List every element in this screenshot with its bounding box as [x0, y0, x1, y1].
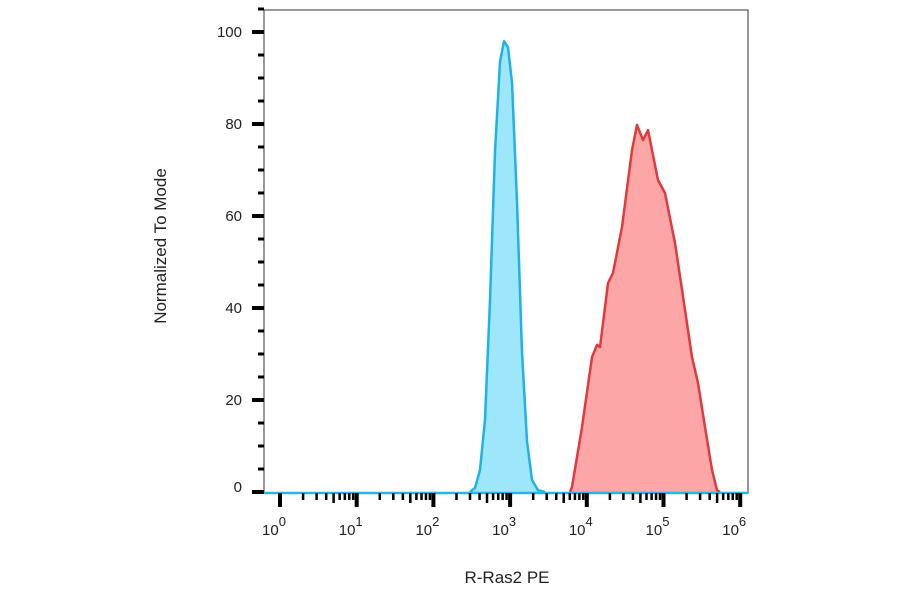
histogram-fill-2 — [570, 124, 720, 493]
x-tick-label: 100 — [262, 514, 286, 539]
x-tick-label: 103 — [492, 514, 516, 539]
y-tick-label: 20 — [225, 392, 242, 409]
histogram-line-1 — [469, 39, 546, 494]
x-tick-label: 104 — [569, 514, 593, 539]
x-tick-label: 101 — [339, 514, 363, 539]
x-tick-exponent: 4 — [586, 514, 593, 529]
x-tick-base: 10 — [569, 522, 586, 539]
histogram-fill-1 — [470, 41, 545, 492]
x-tick-base: 10 — [646, 522, 663, 539]
x-tick-exponent: 6 — [739, 514, 746, 529]
x-axis-title: R-Ras2 PE — [464, 568, 549, 587]
x-tick-exponent: 3 — [509, 514, 516, 529]
x-tick-label: 105 — [646, 514, 670, 539]
x-tick-exponent: 1 — [355, 514, 362, 529]
y-tick-label: 0 — [234, 479, 242, 496]
x-tick-base: 10 — [415, 522, 432, 539]
x-tick-exponent: 2 — [432, 514, 439, 529]
x-tick-label: 102 — [415, 514, 439, 539]
x-tick-base: 10 — [262, 522, 279, 539]
x-tick-base: 10 — [492, 522, 509, 539]
y-tick-label: 60 — [225, 208, 242, 225]
x-tick-exponent: 5 — [662, 514, 669, 529]
y-tick-label: 100 — [217, 24, 242, 41]
x-tick-base: 10 — [722, 522, 739, 539]
histogram-line-2 — [568, 123, 721, 494]
x-tick-exponent: 0 — [279, 514, 286, 529]
y-tick-label: 40 — [225, 300, 242, 317]
x-tick-base: 10 — [339, 522, 356, 539]
x-tick-label: 106 — [722, 514, 746, 539]
y-tick-label: 80 — [225, 116, 242, 133]
y-axis-title: Normalized To Mode — [151, 168, 170, 324]
